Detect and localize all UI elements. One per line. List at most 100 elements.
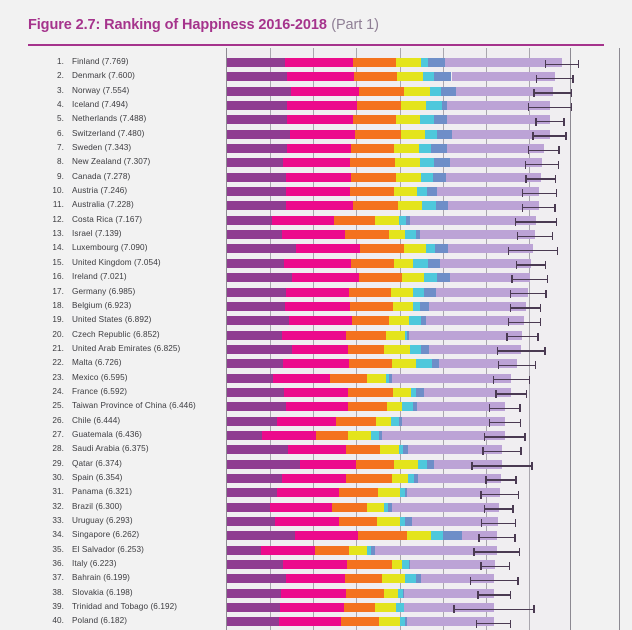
table-row[interactable]: 14. Luxembourg (7.090) (0, 242, 632, 256)
confidence-interval-cap (510, 619, 512, 628)
table-row[interactable]: 2. Denmark (7.600) (0, 70, 632, 84)
confidence-interval-cap (514, 533, 516, 542)
bar-segment (227, 144, 287, 154)
bar-segment (403, 588, 495, 598)
confidence-interval-bar (473, 551, 520, 553)
row-rank-number: 8. (56, 157, 64, 167)
table-row[interactable]: 30. Spain (6.354) (0, 472, 632, 486)
confidence-interval-cap (488, 418, 490, 427)
row-country-label: Switzerland (7.480) (72, 128, 145, 138)
table-row[interactable]: 7. Sweden (7.343) (0, 142, 632, 156)
table-row[interactable]: 10. Austria (7.246) (0, 185, 632, 199)
bar-segment (332, 502, 367, 512)
table-row[interactable]: 35. El Salvador (6.253) (0, 544, 632, 558)
table-row[interactable]: 26. Chile (6.444) (0, 415, 632, 429)
bar-segment (227, 502, 271, 512)
table-row[interactable]: 23. Mexico (6.595) (0, 372, 632, 386)
bar-segment (314, 545, 349, 555)
row-country-label: Norway (7.554) (72, 85, 130, 95)
table-row[interactable]: 31. Panama (6.321) (0, 486, 632, 500)
bar-segment (405, 517, 412, 526)
bar-segment (395, 115, 420, 125)
row-country-label: Bahrain (6.199) (72, 573, 130, 583)
table-row[interactable]: 6. Switzerland (7.480) (0, 128, 632, 142)
bar-segment (227, 488, 277, 498)
table-row[interactable]: 27. Guatemala (6.436) (0, 429, 632, 443)
bar-segment (392, 387, 412, 397)
bar-segment (359, 86, 404, 96)
table-row[interactable]: 1. Finland (7.769) (0, 56, 632, 70)
table-row[interactable]: 5. Netherlands (7.488) (0, 113, 632, 127)
bar-segment (420, 316, 427, 326)
bar-segment (416, 187, 428, 197)
confidence-interval-cap (540, 304, 542, 313)
confidence-interval-cap (533, 88, 535, 97)
bar-segment (405, 330, 408, 340)
table-row[interactable]: 40. Poland (6.182) (0, 615, 632, 629)
table-row[interactable]: 20. Czech Republic (6.852) (0, 329, 632, 343)
bar-segment (395, 603, 404, 613)
bar-segment (441, 101, 447, 111)
confidence-interval-cap (532, 131, 534, 140)
confidence-interval-cap (509, 590, 512, 599)
bar-segment (407, 531, 432, 541)
table-row[interactable]: 17. Germany (6.985) (0, 286, 632, 300)
table-row[interactable]: 25. Taiwan Province of China (6.446) (0, 400, 632, 414)
bar-segment (285, 301, 351, 311)
table-row[interactable]: 11. Australia (7.228) (0, 199, 632, 213)
bar-segment (344, 230, 390, 240)
confidence-interval-cap (514, 217, 517, 226)
bar-segment (377, 517, 400, 526)
table-row[interactable]: 33. Uruguay (6.293) (0, 515, 632, 529)
bar-segment (227, 430, 262, 440)
bar-segment (286, 144, 351, 154)
table-row[interactable]: 13. Israel (7.139) (0, 228, 632, 242)
bar-segment (286, 101, 357, 111)
confidence-interval-cap (492, 375, 495, 384)
bar-segment (286, 201, 353, 211)
bar-segment (227, 287, 287, 297)
bar-segment (347, 402, 388, 412)
table-row[interactable]: 32. Brazil (6.300) (0, 501, 632, 515)
confidence-interval-bar (482, 450, 522, 453)
table-row[interactable]: 39. Trinidad and Tobago (6.192) (0, 601, 632, 615)
table-row[interactable]: 18. Belgium (6.923) (0, 300, 632, 314)
bar-segment (416, 387, 425, 397)
table-row[interactable]: 38. Slovakia (6.198) (0, 587, 632, 601)
table-row[interactable]: 19. United States (6.892) (0, 314, 632, 328)
table-row[interactable]: 24. France (6.592) (0, 386, 632, 400)
row-country-label: Netherlands (7.488) (72, 114, 147, 124)
bar-segment (434, 158, 451, 168)
confidence-interval-cap (577, 60, 580, 69)
table-row[interactable]: 22. Malta (6.726) (0, 357, 632, 371)
table-row[interactable]: 15. United Kingdom (7.054) (0, 257, 632, 271)
table-row[interactable]: 12. Costa Rica (7.167) (0, 214, 632, 228)
bar-segment (353, 58, 396, 67)
bar-segment (282, 560, 347, 570)
confidence-interval-cap (525, 160, 527, 169)
table-row[interactable]: 29. Qatar (6.374) (0, 458, 632, 472)
bar-segment (294, 531, 358, 541)
bar-segment (405, 215, 410, 225)
bar-segment (399, 445, 403, 455)
table-row[interactable]: 34. Singapore (6.262) (0, 529, 632, 543)
bar-segment (411, 387, 417, 397)
confidence-interval-bar (480, 522, 517, 524)
table-row[interactable]: 16. Ireland (7.021) (0, 271, 632, 285)
confidence-interval-bar (516, 235, 554, 238)
table-row[interactable]: 8. New Zealand (7.307) (0, 156, 632, 170)
bar-segment (399, 617, 405, 627)
table-row[interactable]: 21. United Arab Emirates (6.825) (0, 343, 632, 357)
row-country-label: El Salvador (6.253) (72, 544, 144, 554)
table-row[interactable]: 4. Iceland (7.494) (0, 99, 632, 113)
confidence-interval-cap (512, 504, 514, 513)
table-row[interactable]: 28. Saudi Arabia (6.375) (0, 443, 632, 457)
table-row[interactable]: 36. Italy (6.223) (0, 558, 632, 572)
confidence-interval-cap (563, 117, 565, 126)
table-row[interactable]: 37. Bahrain (6.199) (0, 572, 632, 586)
confidence-interval-bar (525, 163, 560, 166)
confidence-interval-cap (535, 117, 537, 126)
table-row[interactable]: 3. Norway (7.554) (0, 85, 632, 99)
table-row[interactable]: 9. Canada (7.278) (0, 171, 632, 185)
row-country-label: Uruguay (6.293) (72, 516, 133, 525)
